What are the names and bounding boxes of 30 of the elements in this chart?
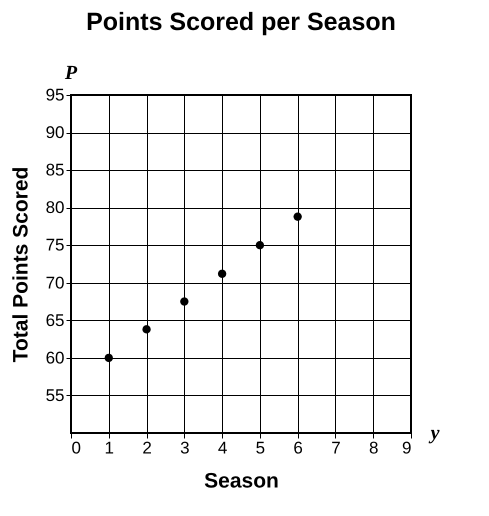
y-tick-label: 65 bbox=[46, 310, 64, 330]
x-tick-label: 6 bbox=[293, 438, 303, 458]
y-tick-label: 55 bbox=[46, 386, 64, 405]
y-tick-label: 70 bbox=[46, 273, 64, 292]
point bbox=[180, 297, 189, 306]
y-tick-label: 95 bbox=[46, 86, 64, 104]
chart-title: Points Scored per Season bbox=[86, 8, 396, 36]
point bbox=[104, 354, 113, 362]
x-tick-label: 7 bbox=[331, 438, 341, 458]
y-tick-label: 75 bbox=[46, 236, 64, 255]
text: P bbox=[64, 62, 78, 84]
y-tick-label: 80 bbox=[46, 198, 64, 218]
point bbox=[293, 212, 302, 221]
y-tick-label: 60 bbox=[46, 348, 64, 368]
y-tick-label: 90 bbox=[46, 123, 64, 142]
x-tick-label: 2 bbox=[142, 438, 152, 458]
point bbox=[142, 325, 151, 334]
x-tick-label: 9 bbox=[402, 438, 412, 458]
x-tick-label: 1 bbox=[104, 438, 114, 458]
x-axis-title: Season bbox=[204, 470, 279, 492]
y-tick-label: 85 bbox=[46, 160, 64, 180]
point bbox=[256, 241, 264, 250]
x-tick-label: 8 bbox=[368, 438, 378, 458]
x-tick-label: 5 bbox=[256, 438, 266, 458]
point bbox=[218, 270, 226, 278]
y-axis-title: Total Points Scored bbox=[10, 166, 33, 362]
x-tick-label: 4 bbox=[218, 438, 228, 458]
x-tick-label: 0 bbox=[72, 438, 81, 458]
x-tick-label: 3 bbox=[180, 438, 190, 458]
text: y bbox=[428, 422, 440, 444]
